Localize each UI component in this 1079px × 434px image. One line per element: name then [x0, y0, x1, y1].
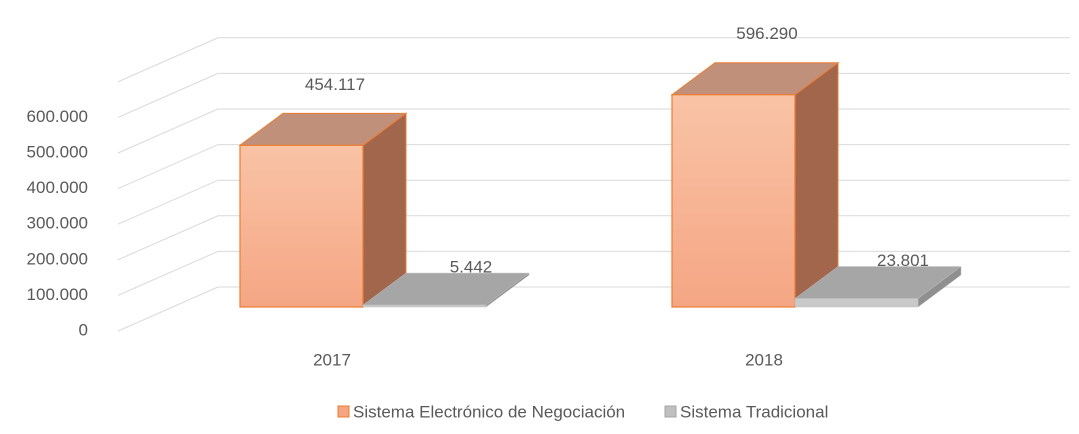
data-label: 5.442: [450, 258, 493, 277]
y-tick-label: 100.000: [27, 285, 88, 304]
legend-label: Sistema Electrónico de Negociación: [353, 402, 625, 421]
legend-label: Sistema Tradicional: [680, 402, 828, 421]
bar-side: [794, 61, 839, 308]
grid-line: [117, 37, 1070, 83]
y-tick-label: 300.000: [27, 214, 88, 233]
x-tick-label: 2018: [745, 350, 783, 369]
bar: [671, 94, 796, 308]
data-label: 454.117: [305, 75, 365, 94]
y-tick-label: 600.000: [27, 107, 88, 126]
grid-line: [117, 72, 1070, 118]
bar: [362, 304, 487, 308]
y-tick-label: 400.000: [27, 178, 88, 197]
y-tick-label: 500.000: [27, 142, 88, 161]
y-tick-label: 200.000: [27, 249, 88, 268]
legend-swatch: [664, 405, 677, 418]
bar: [794, 298, 919, 308]
y-tick-label: 0: [79, 320, 88, 339]
data-label: 23.801: [877, 251, 929, 270]
bar: [239, 144, 364, 308]
data-label: 596.290: [736, 24, 797, 43]
x-tick-label: 2017: [313, 350, 351, 369]
legend-swatch: [337, 405, 350, 418]
